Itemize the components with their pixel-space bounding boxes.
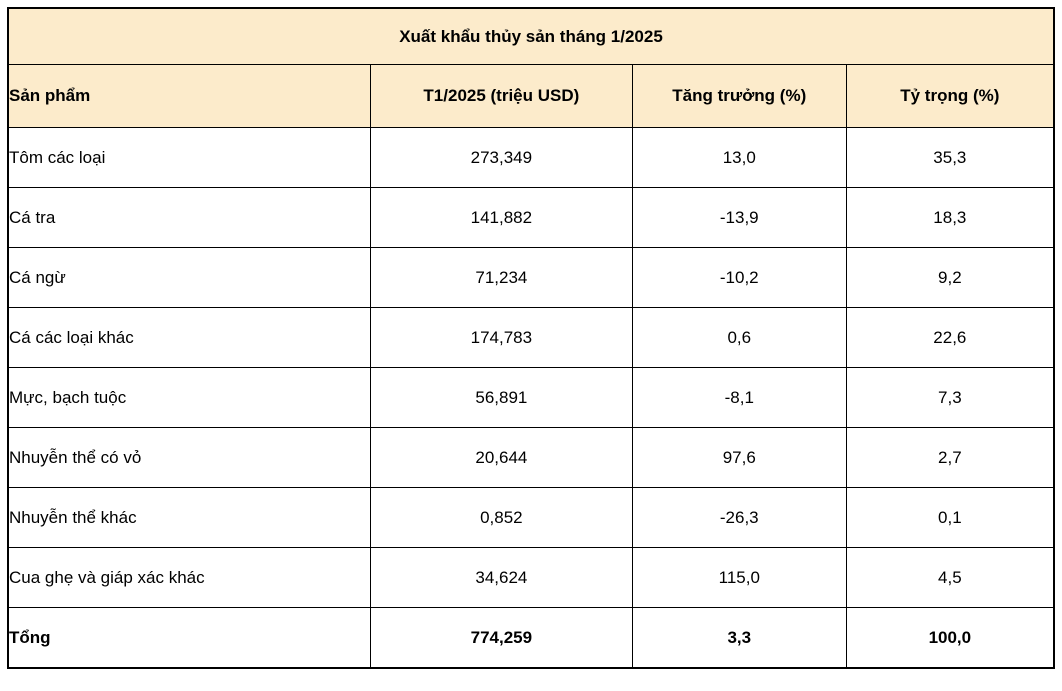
table-row: Cua ghẹ và giáp xác khác 34,624 115,0 4,5 (7, 547, 1055, 608)
share-cell: 9,2 (845, 247, 1055, 308)
seafood-export-table: Xuất khẩu thủy sản tháng 1/2025 Sản phẩm… (7, 7, 1055, 669)
product-name-cell: Mực, bạch tuộc (7, 367, 371, 428)
growth-cell: 13,0 (631, 127, 847, 188)
product-name-cell: Cá các loại khác (7, 307, 371, 368)
share-cell: 18,3 (845, 187, 1055, 248)
column-header-2: Tăng trưởng (%) (631, 64, 847, 128)
share-cell: 2,7 (845, 427, 1055, 488)
table-row: Tôm các loại 273,349 13,0 35,3 (7, 127, 1055, 188)
share-cell: 35,3 (845, 127, 1055, 188)
growth-cell: -13,9 (631, 187, 847, 248)
value-cell: 774,259 (369, 607, 633, 669)
table-row: Nhuyễn thể khác 0,852 -26,3 0,1 (7, 487, 1055, 548)
value-cell: 174,783 (369, 307, 633, 368)
share-cell: 7,3 (845, 367, 1055, 428)
product-name-cell: Cua ghẹ và giáp xác khác (7, 547, 371, 608)
growth-cell: -10,2 (631, 247, 847, 308)
growth-cell: 0,6 (631, 307, 847, 368)
data-table: Xuất khẩu thủy sản tháng 1/2025 Sản phẩm… (7, 7, 1055, 669)
product-name-cell: Tổng (7, 607, 371, 669)
total-row: Tổng 774,259 3,3 100,0 (7, 607, 1055, 669)
title-row: Xuất khẩu thủy sản tháng 1/2025 (7, 7, 1055, 65)
table-row: Nhuyễn thể có vỏ 20,644 97,6 2,7 (7, 427, 1055, 488)
value-cell: 0,852 (369, 487, 633, 548)
value-cell: 141,882 (369, 187, 633, 248)
growth-cell: 97,6 (631, 427, 847, 488)
product-name-cell: Cá tra (7, 187, 371, 248)
column-header-0: Sản phẩm (7, 64, 371, 128)
growth-cell: 3,3 (631, 607, 847, 669)
column-header-1: T1/2025 (triệu USD) (369, 64, 633, 128)
share-cell: 22,6 (845, 307, 1055, 368)
value-cell: 20,644 (369, 427, 633, 488)
value-cell: 56,891 (369, 367, 633, 428)
value-cell: 71,234 (369, 247, 633, 308)
table-title: Xuất khẩu thủy sản tháng 1/2025 (7, 7, 1055, 65)
product-name-cell: Nhuyễn thể có vỏ (7, 427, 371, 488)
table-row: Mực, bạch tuộc 56,891 -8,1 7,3 (7, 367, 1055, 428)
column-header-3: Tỷ trọng (%) (845, 64, 1055, 128)
value-cell: 273,349 (369, 127, 633, 188)
share-cell: 0,1 (845, 487, 1055, 548)
product-name-cell: Tôm các loại (7, 127, 371, 188)
table-row: Cá các loại khác 174,783 0,6 22,6 (7, 307, 1055, 368)
table-row: Cá tra 141,882 -13,9 18,3 (7, 187, 1055, 248)
value-cell: 34,624 (369, 547, 633, 608)
growth-cell: -8,1 (631, 367, 847, 428)
share-cell: 4,5 (845, 547, 1055, 608)
growth-cell: 115,0 (631, 547, 847, 608)
product-name-cell: Cá ngừ (7, 247, 371, 308)
share-cell: 100,0 (845, 607, 1055, 669)
table-row: Cá ngừ 71,234 -10,2 9,2 (7, 247, 1055, 308)
product-name-cell: Nhuyễn thể khác (7, 487, 371, 548)
growth-cell: -26,3 (631, 487, 847, 548)
column-header-row: Sản phẩm T1/2025 (triệu USD) Tăng trưởng (… (7, 64, 1055, 128)
